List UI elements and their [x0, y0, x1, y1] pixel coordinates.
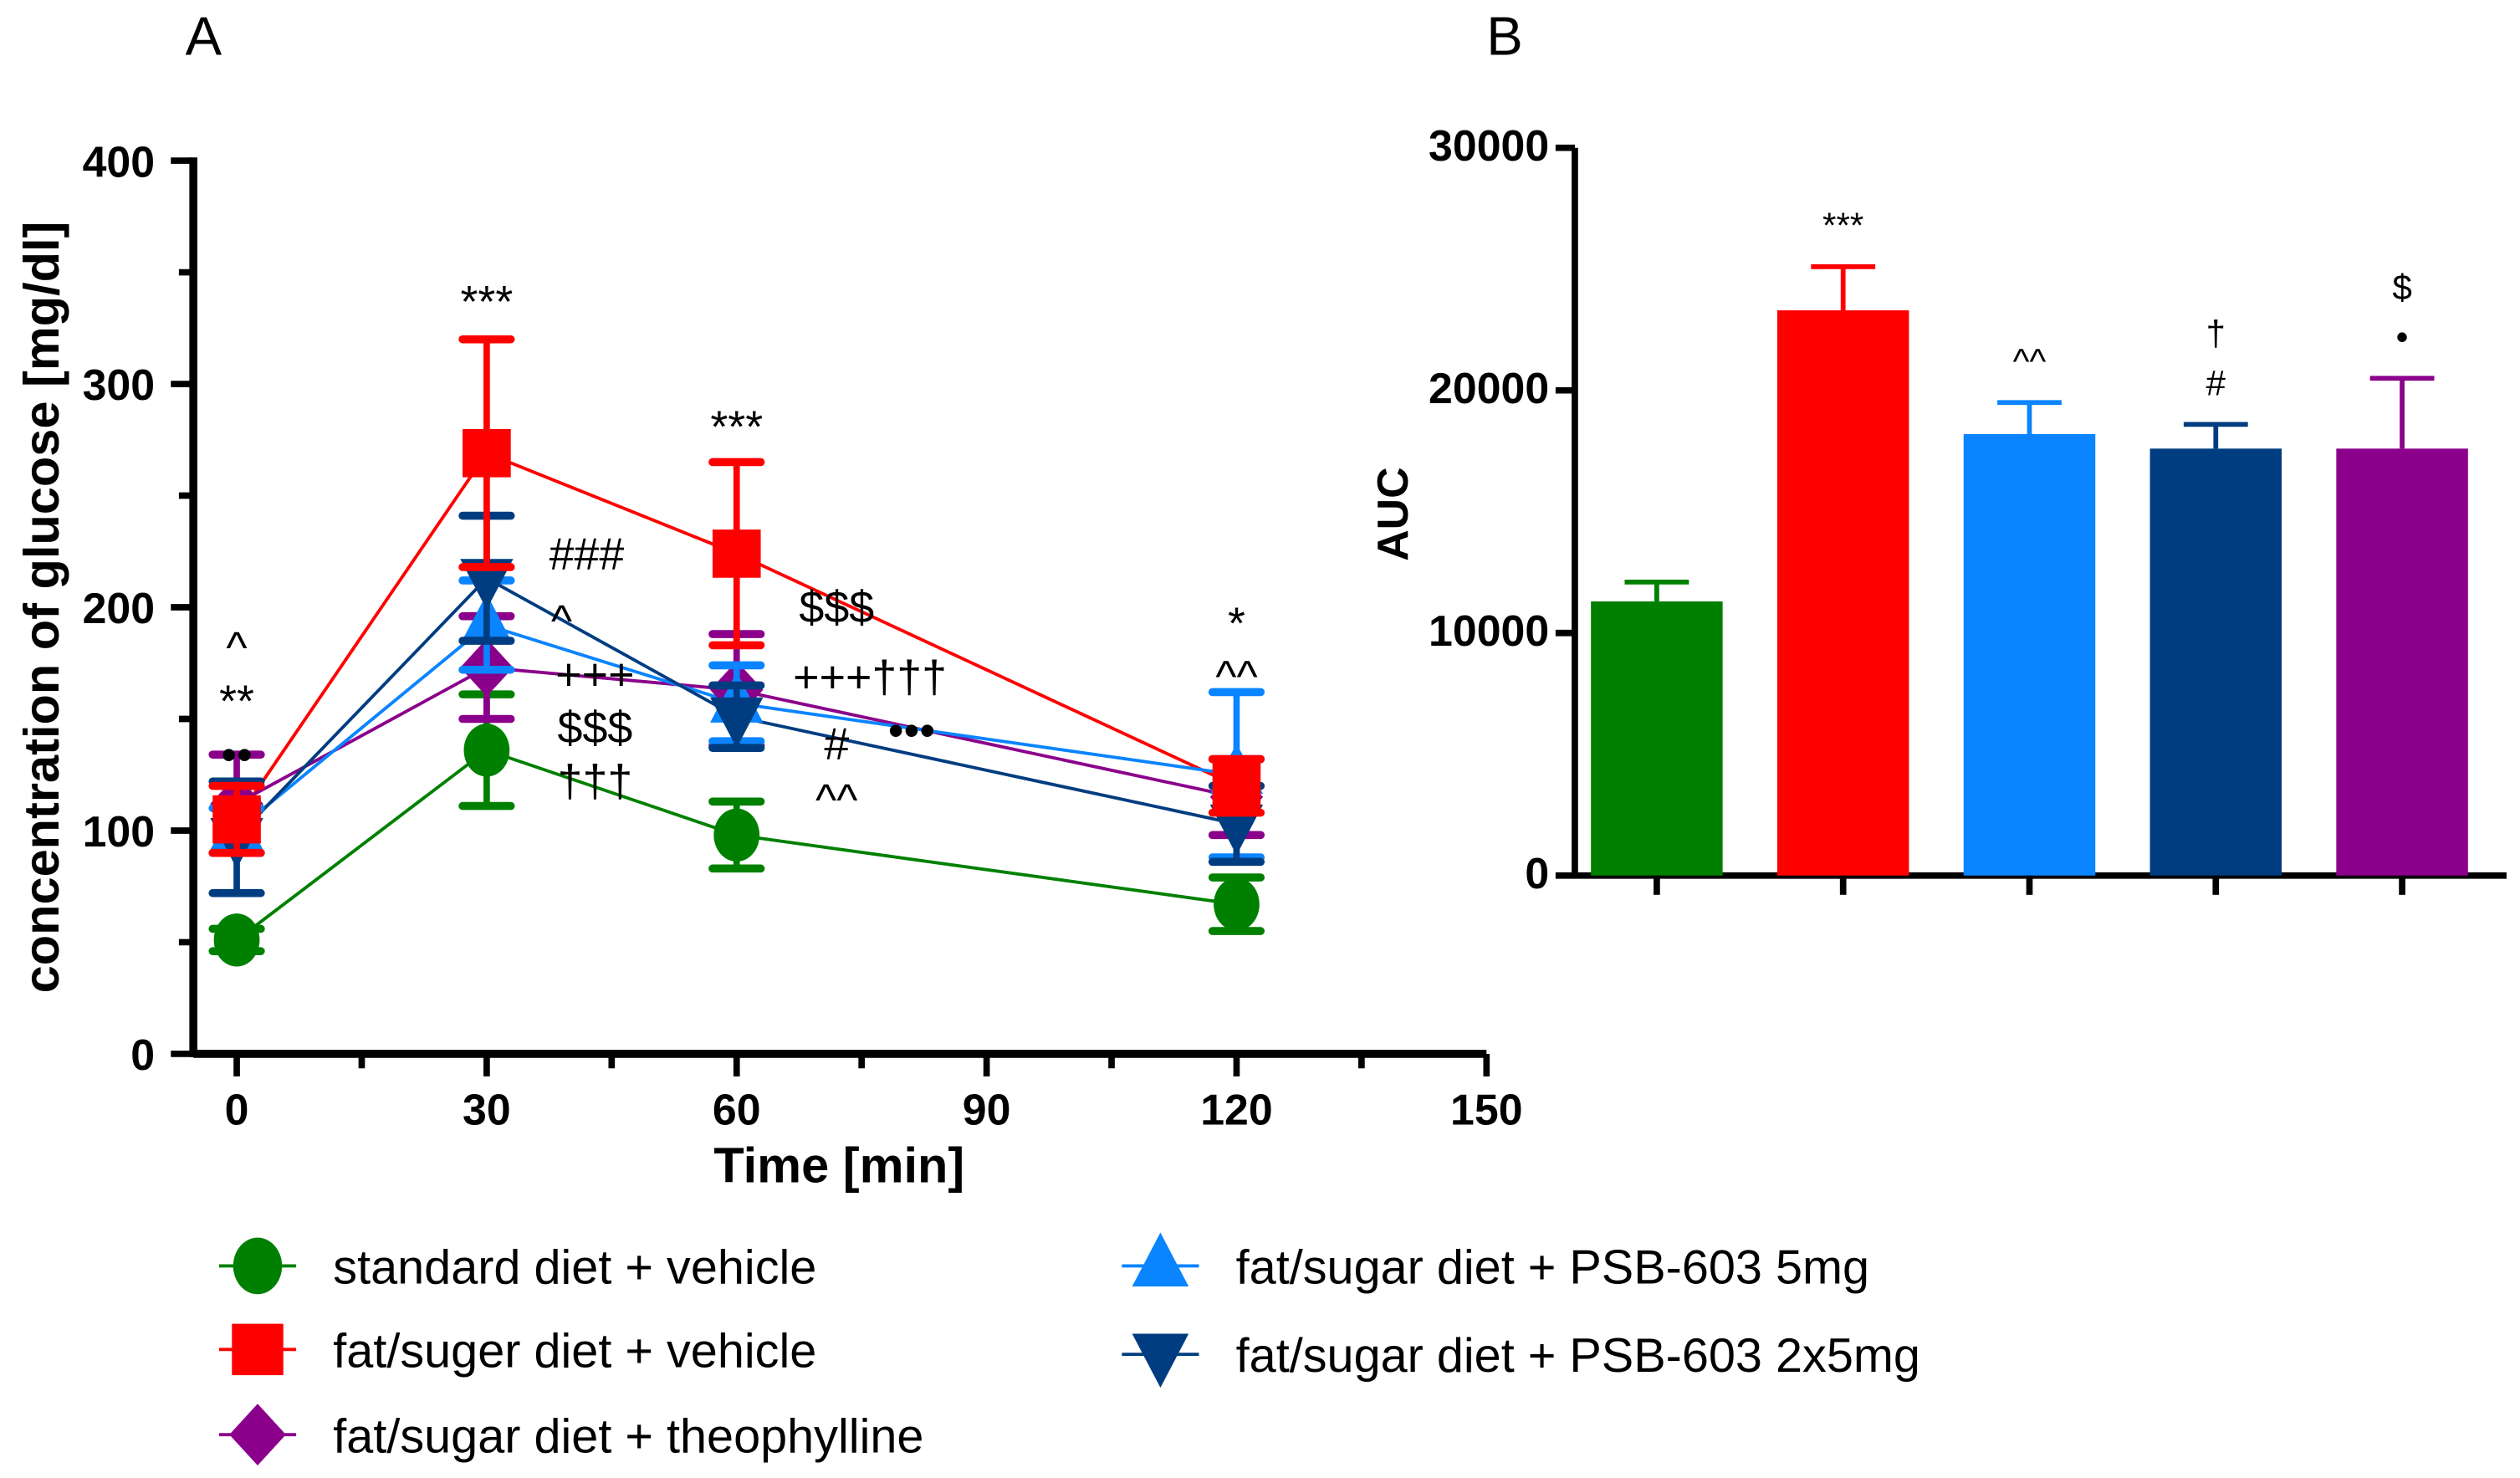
- x-tick-label: 150: [1450, 1085, 1523, 1133]
- significance-annotation: ###: [549, 529, 625, 580]
- significance-annotation: †: [2206, 314, 2226, 353]
- x-tick-label: 120: [1200, 1085, 1273, 1133]
- series-triangle-up: [235, 623, 1237, 832]
- legend-item: fat/sugar diet + PSB-603 2x5mg: [1122, 1329, 1920, 1389]
- significance-annotation: ***: [461, 277, 514, 327]
- significance-annotation: ^^: [815, 775, 857, 825]
- significance-annotation: $$$: [558, 703, 633, 753]
- series-triangle-down: [235, 575, 1237, 839]
- significance-annotation: #: [2206, 364, 2226, 403]
- significance-annotation: ^^: [2013, 342, 2047, 381]
- y-tick-label: 200: [83, 584, 156, 632]
- panel-label-b: B: [1486, 5, 1523, 66]
- significance-annotation: #: [824, 719, 849, 770]
- legend-label: fat/sugar diet + theophylline: [333, 1409, 923, 1463]
- legend-label: standard diet + vehicle: [333, 1241, 816, 1295]
- significance-annotation: $$$: [799, 583, 874, 633]
- y-tick-label: 100: [83, 807, 156, 856]
- y-tick-label: 300: [83, 361, 156, 409]
- data-point: [1212, 761, 1261, 811]
- x-axis-title-a: Time [min]: [713, 1138, 964, 1194]
- significance-annotation: **: [219, 677, 254, 727]
- series-line: [235, 451, 1238, 821]
- data-point: [1209, 804, 1264, 856]
- significance-annotation: ^: [226, 623, 247, 673]
- legend-item: fat/sugar diet + PSB-603 5mg: [1122, 1232, 1869, 1295]
- legend-item: fat/suger diet + vehicle: [218, 1323, 816, 1378]
- x-tick-label: 60: [713, 1085, 761, 1133]
- legend-marker-circle: [233, 1237, 283, 1295]
- series-line: [236, 666, 1237, 805]
- bar: [2149, 448, 2282, 876]
- legend-marker-square: [232, 1323, 284, 1376]
- series-line: [235, 748, 1237, 942]
- data-point: [460, 559, 514, 610]
- legend-marker-triangle-down: [1132, 1333, 1189, 1389]
- legend-label: fat/sugar diet + PSB-603 2x5mg: [1236, 1329, 1920, 1383]
- legend-marker-triangle-up: [1132, 1232, 1189, 1287]
- bar: [1776, 310, 1909, 876]
- legend-label: fat/suger diet + vehicle: [333, 1324, 816, 1378]
- data-point: [213, 913, 260, 967]
- significance-annotation: ***: [710, 401, 763, 452]
- legend-label: fat/sugar diet + PSB-603 5mg: [1236, 1241, 1869, 1295]
- series-circle: [235, 748, 1237, 942]
- y-axis-title-a: concentration of glucose [mg/dl]: [13, 222, 69, 994]
- data-point: [713, 808, 760, 862]
- y-tick-label: 400: [83, 137, 156, 186]
- significance-annotation: ••: [221, 729, 253, 780]
- series-line: [235, 575, 1237, 839]
- y-tick-label: 30000: [1429, 121, 1549, 170]
- panel-label-a: A: [186, 5, 222, 66]
- data-point: [710, 697, 764, 749]
- data-point: [212, 795, 261, 844]
- bar: [1963, 433, 2096, 876]
- data-point: [463, 428, 511, 478]
- significance-annotation: †††: [558, 756, 633, 806]
- y-tick-label: 0: [1525, 849, 1549, 898]
- data-point: [463, 724, 510, 777]
- x-tick-label: 0: [225, 1085, 249, 1133]
- x-tick-label: 30: [463, 1085, 511, 1133]
- significance-annotation: ***: [1822, 206, 1863, 245]
- y-tick-label: 0: [130, 1031, 155, 1079]
- significance-annotation: *: [1228, 598, 1245, 648]
- legend: standard diet + vehicle fat/suger diet + …: [218, 1232, 1920, 1466]
- significance-annotation: $: [2392, 268, 2412, 307]
- x-tick-label: 90: [963, 1085, 1011, 1133]
- bar: [2336, 448, 2468, 876]
- legend-item: fat/sugar diet + theophylline: [218, 1404, 923, 1466]
- y-tick-label: 10000: [1429, 606, 1549, 655]
- y-tick-label: 20000: [1429, 364, 1549, 412]
- y-axis-title-b: AUC: [1368, 467, 1417, 560]
- bar-chart-b: 0 10000 20000 30000 *** ^^ † # $ •: [1429, 121, 2507, 898]
- significance-annotation: •••: [888, 705, 935, 755]
- data-point: [712, 529, 761, 578]
- series-diamond: [236, 666, 1237, 805]
- legend-item: standard diet + vehicle: [218, 1237, 816, 1295]
- significance-annotation: +++: [555, 650, 634, 700]
- data-point: [1214, 877, 1260, 931]
- bar: [1591, 601, 1723, 876]
- series-square: [235, 451, 1238, 821]
- line-chart-a: 0 30 60 90 120 1500100200300400^**••***###^++…: [83, 137, 1523, 1133]
- significance-annotation: •: [2396, 318, 2409, 357]
- series-line: [235, 623, 1237, 832]
- legend-marker-diamond: [229, 1404, 286, 1466]
- significance-annotation: +++†††: [793, 652, 947, 702]
- significance-annotation: ^: [551, 596, 572, 647]
- significance-annotation: ^^: [1215, 652, 1257, 702]
